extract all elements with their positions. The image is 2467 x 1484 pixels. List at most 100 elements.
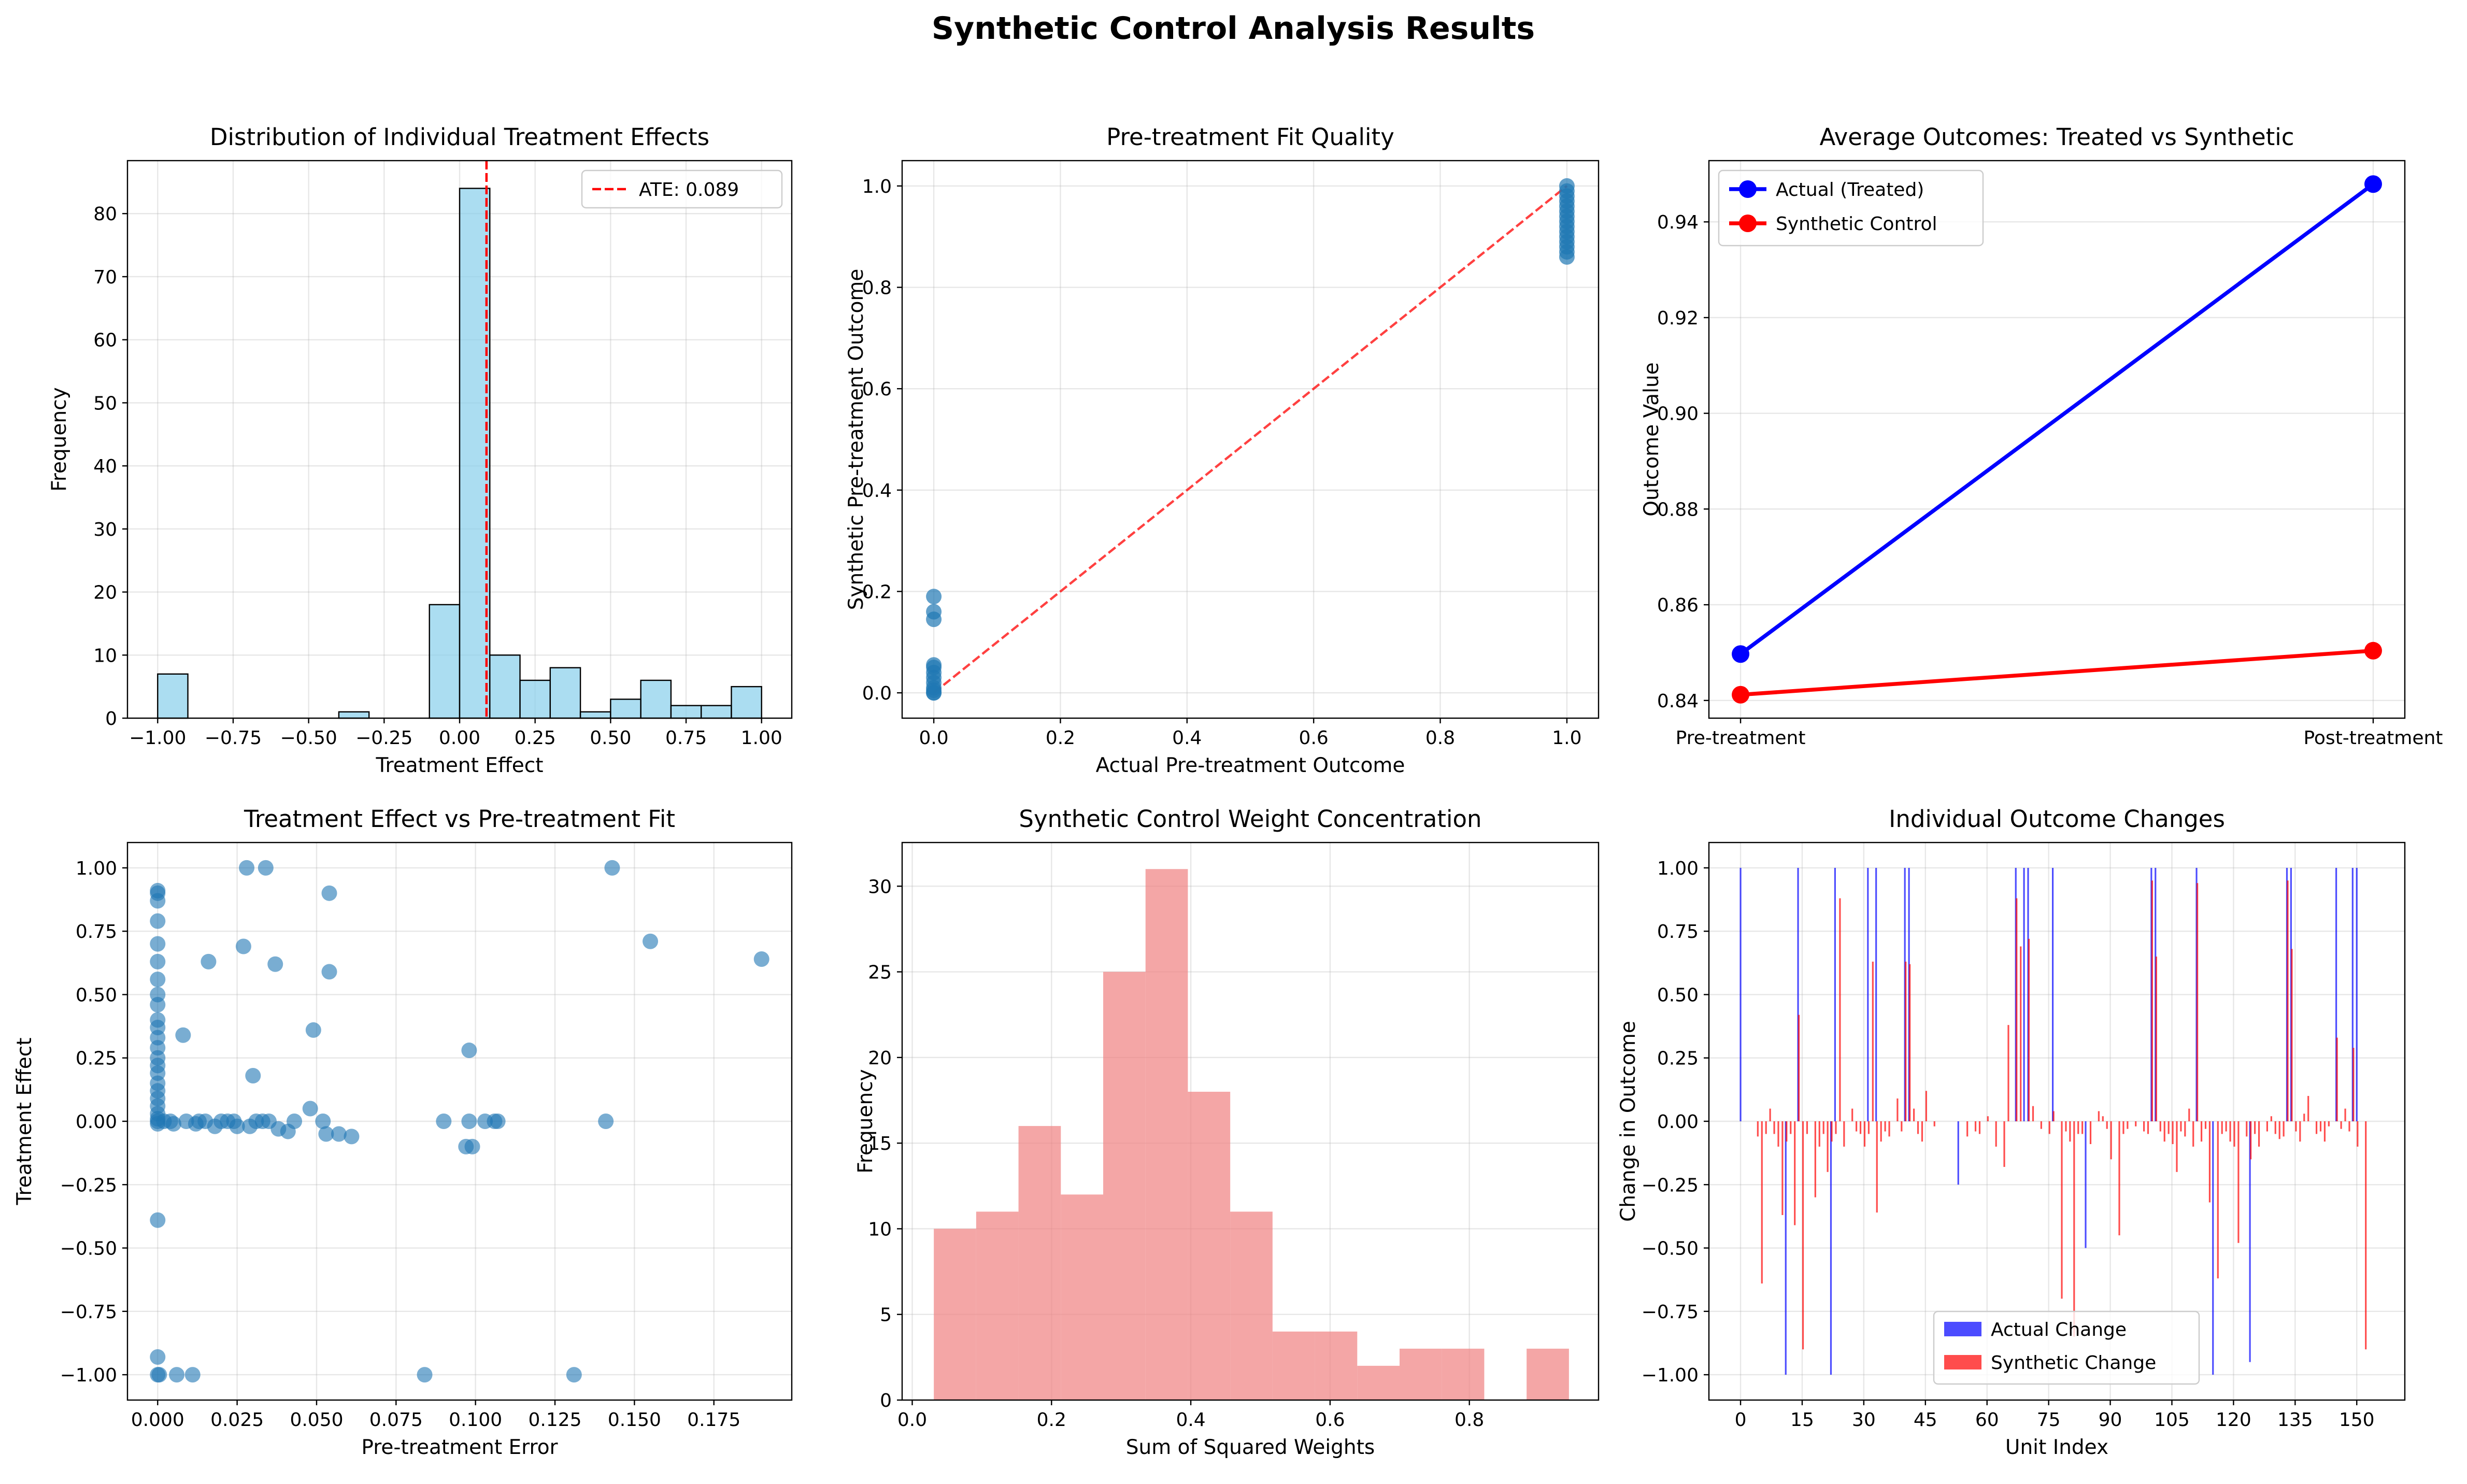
synthetic-change-bar <box>2127 1121 2129 1129</box>
synthetic-change-bar <box>1757 1121 1759 1137</box>
y-tick-label: 40 <box>93 456 117 477</box>
x-tick-label: 0.075 <box>369 1409 423 1431</box>
synthetic-change-bar <box>1781 1121 1784 1215</box>
synthetic-change-bar <box>2233 1121 2235 1147</box>
synthetic-change-bar <box>1863 1121 1866 1147</box>
synthetic-change-bar <box>2291 949 2293 1121</box>
y-tick-label: −0.50 <box>60 1238 117 1260</box>
y-tick-label: 1.00 <box>1657 858 1699 879</box>
y-tick-label: 0.6 <box>862 379 892 400</box>
y-tick-label: 0.25 <box>76 1048 117 1069</box>
scatter-point <box>604 860 620 876</box>
synthetic-change-bar <box>1851 1108 1853 1121</box>
y-tick-label: 0.00 <box>76 1111 117 1133</box>
y-tick-label: −0.50 <box>1642 1238 1699 1260</box>
histogram-bar <box>1315 1331 1358 1400</box>
scatter-point <box>235 938 251 954</box>
histogram-bar <box>1400 1348 1442 1400</box>
panel-outcome-changes: 0 15 30 45 60 75 90 105 120 135 150 −1.00 −0.75 −0.50… <box>1617 805 2406 1459</box>
synthetic-change-bar <box>2229 1121 2231 1142</box>
y-tick-label: 0.0 <box>862 683 892 704</box>
scatter-point <box>315 1114 331 1129</box>
y-tick-label: 30 <box>93 519 117 540</box>
synthetic-change-bar <box>1859 1121 1862 1134</box>
synthetic-change-bar <box>1913 1108 1915 1121</box>
synthetic-change-bar <box>2283 1121 2285 1137</box>
x-tick-label: 0.150 <box>608 1409 661 1431</box>
histogram-bar <box>1061 1194 1104 1400</box>
legend: Actual Change Synthetic Change <box>1933 1310 2200 1385</box>
scatter-point <box>169 1367 185 1383</box>
y-tick-label: 60 <box>93 330 117 351</box>
y-axis-label: Outcome Value <box>1640 362 1663 517</box>
y-tick-label: 0 <box>880 1390 892 1411</box>
synthetic-change-bar <box>2250 1121 2252 1160</box>
y-tick-label: 20 <box>868 1048 892 1069</box>
synthetic-change-bar <box>2065 1121 2067 1132</box>
x-tick-label: 120 <box>2216 1409 2251 1431</box>
actual-change-bar <box>2212 1121 2214 1375</box>
y-tick-label: 0.86 <box>1657 595 1699 616</box>
histogram-bar <box>459 188 491 719</box>
synthetic-change-bar <box>2135 1121 2137 1126</box>
histogram-bar <box>579 711 611 719</box>
y-tick-label: 0.90 <box>1657 404 1699 425</box>
actual-change-bar <box>2351 867 2354 1121</box>
scatter-point <box>201 953 217 969</box>
x-tick-label: 0.6 <box>1315 1409 1345 1431</box>
x-tick-label: 30 <box>1852 1409 1876 1431</box>
synthetic-change-bar <box>1995 1121 1997 1147</box>
scatter-point <box>150 913 166 929</box>
legend-label: Synthetic Control <box>1776 213 1937 235</box>
histogram-bar <box>640 679 672 719</box>
actual-change-bar <box>1904 867 1906 1121</box>
scatter-point <box>150 893 166 909</box>
legend-box <box>1718 169 1984 247</box>
x-tick-label: −0.25 <box>355 727 412 749</box>
x-tick-label: 135 <box>2277 1409 2313 1431</box>
y-tick-label: 0.94 <box>1657 212 1699 233</box>
x-tick-label: 0.000 <box>131 1409 184 1431</box>
scatter-point <box>566 1367 582 1383</box>
x-tick-label: 0.2 <box>1046 727 1075 749</box>
panel-title: Synthetic Control Weight Concentration <box>1019 805 1481 833</box>
x-tick-label: Pre-treatment <box>1676 727 1806 749</box>
synthetic-change-bar <box>2155 957 2157 1121</box>
y-tick-label: −0.75 <box>1642 1302 1699 1323</box>
x-tick-label: 75 <box>2037 1409 2061 1431</box>
actual-change-bar <box>1867 867 1869 1121</box>
synthetic-change-bar <box>2200 1121 2203 1142</box>
x-tick-label: 150 <box>2339 1409 2375 1431</box>
synthetic-change-bar <box>2020 946 2022 1121</box>
grid <box>1709 161 2405 718</box>
y-tick-label: 1.00 <box>76 858 117 879</box>
actual-change-bar <box>1739 867 1742 1121</box>
y-tick-label: −0.25 <box>60 1175 117 1196</box>
synthetic-change-bar <box>1814 1121 1816 1197</box>
legend-swatch <box>1944 1322 1981 1336</box>
synthetic-change-bar <box>2176 1121 2178 1172</box>
synthetic-change-bar <box>2073 1121 2075 1337</box>
scatter-point <box>150 1212 166 1228</box>
synthetic-change-bar <box>1974 1121 1977 1132</box>
synthetic-change-bar <box>2287 880 2289 1121</box>
x-tick-label: 0.050 <box>290 1409 343 1431</box>
synthetic-change-bar <box>2328 1121 2330 1126</box>
legend-box <box>581 169 783 209</box>
series-line <box>1740 649 2374 697</box>
scatter-point <box>464 1138 480 1154</box>
scatter-point <box>598 1114 614 1129</box>
y-tick-label: 25 <box>868 962 892 983</box>
y-axis-label: Frequency <box>48 387 71 491</box>
synthetic-change-bar <box>2188 1108 2190 1121</box>
synthetic-change-bar <box>2106 1121 2108 1129</box>
synthetic-change-bar <box>2246 1121 2248 1137</box>
panel-title: Distribution of Individual Treatment Eff… <box>210 123 709 151</box>
synthetic-change-bar <box>2336 1037 2338 1121</box>
histogram-bar <box>976 1211 1019 1400</box>
legend-box <box>1933 1310 2200 1385</box>
histogram-bar <box>1103 972 1146 1400</box>
scatter-point <box>150 953 166 969</box>
actual-change-bar <box>2085 1121 2087 1248</box>
synthetic-change-bar <box>2159 1121 2161 1132</box>
